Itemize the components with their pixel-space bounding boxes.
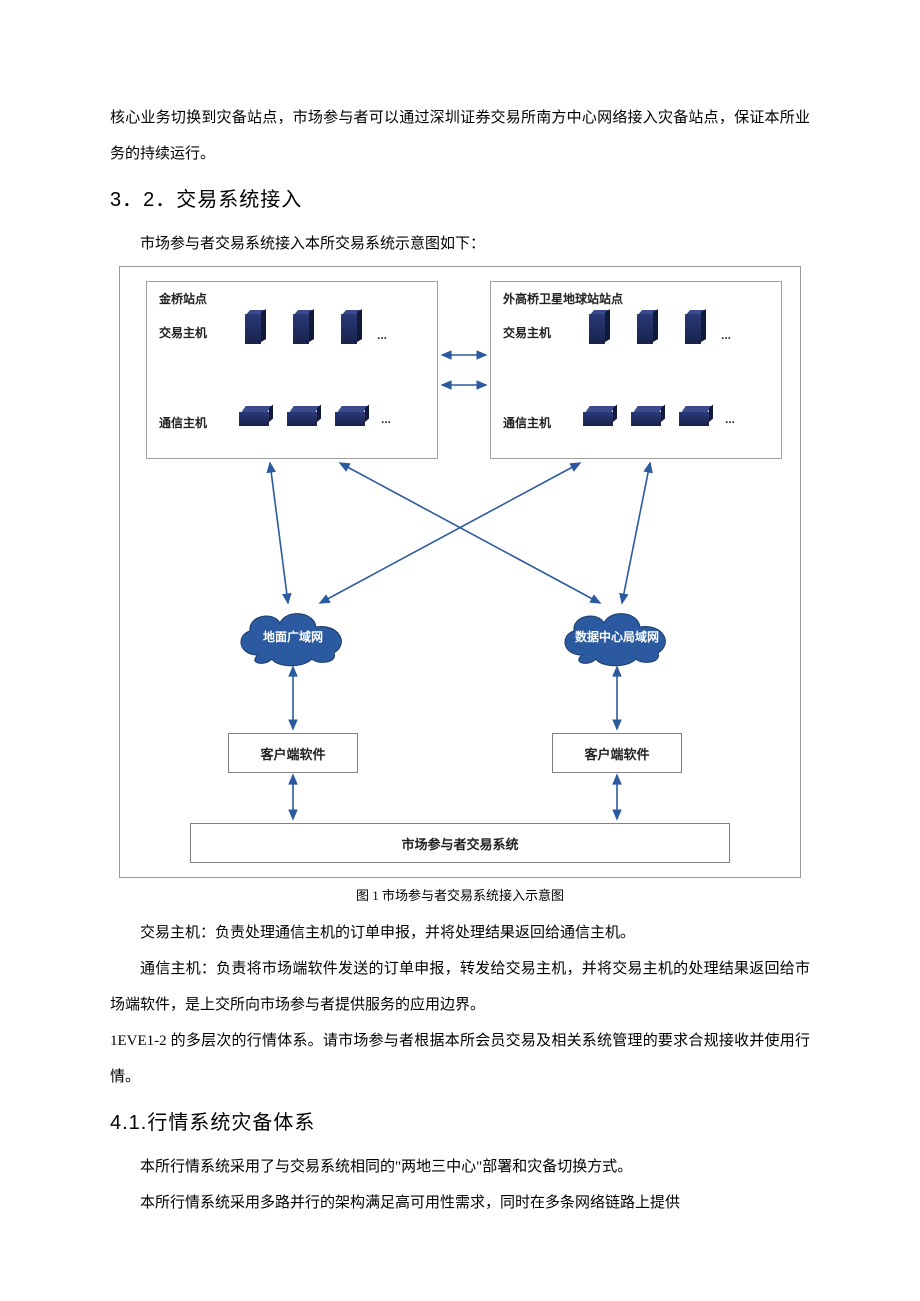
heading-3-2: 3．2．交易系统接入 [110,182,810,218]
ellipsis-icon: ... [725,412,735,426]
site-box-right: 外高桥卫星地球站站点 交易主机 通信主机 ... ... [490,281,782,459]
server-rack-icon [293,310,315,344]
ellipsis-icon: ... [377,328,387,342]
market-participant-label: 市场参与者交易系统 [401,834,518,853]
label-comm-host-left: 通信主机 [159,414,207,431]
label-comm-host-right: 通信主机 [503,414,551,431]
server-flat-icon [583,406,617,428]
site-title-right: 外高桥卫星地球站站点 [503,290,623,307]
server-rack-icon [637,310,659,344]
diagram-trading-access: 金桥站点 交易主机 通信主机 ... ... 外高桥卫星地球站站点 交易主机 通… [119,266,801,878]
label-trading-host-right: 交易主机 [503,324,551,341]
cloud-lan-label: 数据中心局域网 [552,605,682,667]
server-flat-icon [239,406,273,428]
cloud-wan-label: 地面广域网 [228,605,358,667]
heading-4-1: 4.1.行情系统灾备体系 [110,1105,810,1141]
paragraph-level: 1EVE1-2 的多层次的行情体系。请市场参与者根据本所会员交易及相关系统管理的… [110,1023,810,1095]
label-trading-host-left: 交易主机 [159,324,207,341]
server-flat-icon [287,406,321,428]
paragraph-intro: 核心业务切换到灾备站点，市场参与者可以通过深圳证券交易所南方中心网络接入灾备站点… [110,100,810,172]
client-box-left-label: 客户端软件 [260,744,325,763]
site-title-left: 金桥站点 [159,290,207,307]
site-box-left: 金桥站点 交易主机 通信主机 ... ... [146,281,438,459]
paragraph-dr-1: 本所行情系统采用了与交易系统相同的"两地三中心"部署和灾备切换方式。 [110,1149,810,1185]
server-flat-icon [679,406,713,428]
market-participant-box: 市场参与者交易系统 [190,823,730,863]
server-rack-icon [589,310,611,344]
paragraph-dr-2: 本所行情系统采用多路并行的架构满足高可用性需求，同时在多条网络链路上提供 [110,1185,810,1221]
cloud-wan: 地面广域网 [228,605,358,667]
server-rack-icon [245,310,267,344]
paragraph-comm-host: 通信主机：负责将市场端软件发送的订单申报，转发给交易主机，并将交易主机的处理结果… [110,951,810,1023]
server-flat-icon [335,406,369,428]
server-flat-icon [631,406,665,428]
page: 核心业务切换到灾备站点，市场参与者可以通过深圳证券交易所南方中心网络接入灾备站点… [0,0,920,1281]
cloud-lan: 数据中心局域网 [552,605,682,667]
paragraph-trading-host: 交易主机：负责处理通信主机的订单申报，并将处理结果返回给通信主机。 [110,915,810,951]
client-box-left: 客户端软件 [228,733,358,773]
client-box-right: 客户端软件 [552,733,682,773]
figure-caption: 图 1 市场参与者交易系统接入示意图 [110,884,810,907]
server-rack-icon [341,310,363,344]
paragraph-intro-2: 市场参与者交易系统接入本所交易系统示意图如下： [110,226,810,262]
server-rack-icon [685,310,707,344]
client-box-right-label: 客户端软件 [584,744,649,763]
ellipsis-icon: ... [381,412,391,426]
ellipsis-icon: ... [721,328,731,342]
